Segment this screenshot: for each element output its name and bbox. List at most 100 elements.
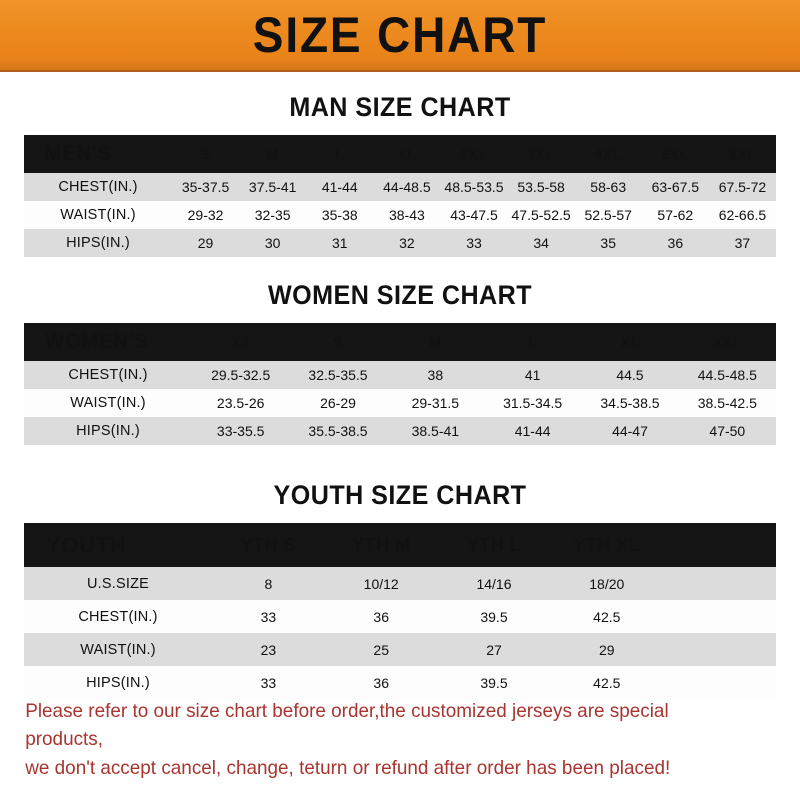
women-column-header: M (429, 334, 442, 350)
youth-column-header-spacer (663, 523, 776, 567)
youth-cell: 10/12 (363, 575, 399, 592)
table-row: U.S.SIZE 8 10/12 14/16 18/20 (24, 567, 776, 600)
youth-cell: 36 (373, 608, 389, 625)
man-column-header: 4XL (594, 146, 622, 162)
table-row: WAIST(IN.) 29-32 32-35 35-38 38-43 43-47… (24, 201, 776, 229)
man-cell: 38-43 (388, 207, 425, 223)
man-column-header: L (335, 146, 345, 162)
man-cell: 48.5-53.5 (444, 179, 504, 195)
youth-row-label: CHEST(IN.) (78, 608, 158, 625)
man-column-header: 2XL (460, 146, 488, 162)
man-cell: 52.5-57 (584, 207, 632, 223)
women-cell: 44.5-48.5 (697, 367, 757, 383)
women-cell: 44-47 (612, 423, 648, 439)
youth-cell: 23 (260, 641, 277, 658)
women-cell: 23.5-26 (216, 395, 265, 411)
youth-cell: 42.5 (593, 674, 621, 691)
women-cell: 33-35.5 (216, 423, 265, 439)
man-cell: 31 (331, 235, 348, 251)
man-cell: 30 (264, 235, 281, 251)
man-size-table-wrapper: MEN'S S M L XL 2XL 3XL 4XL 5XL 6XL CHEST… (24, 135, 776, 257)
women-size-table: WOMEN'S XS S M L XL XXL CHEST(IN.) 29.5-… (24, 323, 776, 445)
women-row-label: HIPS(IN.) (76, 423, 140, 439)
youth-cell: 18/20 (589, 575, 625, 592)
man-cell: 53.5-58 (517, 179, 565, 195)
women-cell: 38 (427, 367, 444, 383)
man-row-label: CHEST(IN.) (58, 179, 138, 195)
youth-table-header-row: YOUTH YTH S YTH M YTH L YTH XL (24, 523, 776, 567)
women-cell: 29-31.5 (411, 395, 460, 411)
man-column-header: XL (397, 146, 417, 162)
page-banner: SIZE CHART (0, 0, 800, 72)
youth-cell-spacer (663, 567, 776, 600)
women-size-table-wrapper: WOMEN'S XS S M L XL XXL CHEST(IN.) 29.5-… (24, 323, 776, 445)
women-cell: 41-44 (514, 423, 551, 439)
women-cell: 38.5-42.5 (697, 395, 757, 411)
man-table-header-row: MEN'S S M L XL 2XL 3XL 4XL 5XL 6XL (24, 135, 776, 173)
youth-cell: 27 (486, 641, 502, 658)
man-cell: 62-66.5 (718, 207, 767, 223)
youth-size-table-wrapper: YOUTH YTH S YTH M YTH L YTH XL U.S.SIZE … (24, 523, 776, 699)
man-size-table: MEN'S S M L XL 2XL 3XL 4XL 5XL 6XL CHEST… (24, 135, 776, 257)
women-cell: 41 (524, 367, 541, 383)
youth-row-label: HIPS(IN.) (86, 674, 150, 691)
man-cell: 58-63 (590, 179, 627, 195)
man-cell: 29-32 (187, 207, 224, 223)
women-section-title: WOMEN SIZE CHART (267, 280, 533, 310)
man-cell: 35 (600, 235, 616, 251)
women-row-label: WAIST(IN.) (70, 395, 146, 411)
youth-column-header: YTH L (466, 534, 522, 555)
youth-cell: 29 (599, 641, 615, 658)
table-row: HIPS(IN.) 29 30 31 32 33 34 35 36 37 (24, 229, 776, 257)
man-column-header: 6XL (728, 146, 757, 162)
women-corner-label: WOMEN'S (45, 330, 149, 353)
man-row-label: HIPS(IN.) (66, 235, 130, 251)
man-column-header: 5XL (661, 146, 689, 162)
table-row: CHEST(IN.) 29.5-32.5 32.5-35.5 38 41 44.… (24, 361, 776, 389)
youth-corner-label: YOUTH (45, 531, 128, 558)
man-row-label: WAIST(IN.) (60, 207, 136, 223)
man-cell: 47.5-52.5 (511, 207, 571, 223)
table-row: CHEST(IN.) 33 36 39.5 42.5 (24, 600, 776, 633)
disclaimer-line-2: we don't accept cancel, change, teturn o… (25, 756, 671, 779)
page-title: SIZE CHART (252, 7, 548, 63)
youth-cell: 14/16 (476, 575, 512, 592)
disclaimer-line-1: Please refer to our size chart before or… (25, 700, 669, 751)
table-row: CHEST(IN.) 35-37.5 37.5-41 41-44 44-48.5… (24, 173, 776, 201)
man-cell: 41-44 (321, 179, 358, 195)
table-row: HIPS(IN.) 33 36 39.5 42.5 (24, 666, 776, 699)
youth-cell: 39.5 (480, 674, 508, 691)
man-column-header: S (200, 146, 211, 162)
youth-column-header: YTH S (240, 534, 297, 555)
youth-cell: 39.5 (480, 608, 508, 625)
youth-cell: 33 (260, 674, 277, 691)
man-cell: 34 (533, 235, 549, 251)
man-cell: 57-62 (657, 207, 694, 223)
women-column-header: XXL (712, 334, 742, 350)
table-row: HIPS(IN.) 33-35.5 35.5-38.5 38.5-41 41-4… (24, 417, 776, 445)
man-cell: 35-38 (321, 207, 358, 223)
women-column-header: L (528, 334, 538, 350)
youth-cell-spacer (663, 666, 776, 699)
youth-cell: 8 (264, 575, 273, 592)
youth-section-title: YOUTH SIZE CHART (273, 480, 527, 510)
women-cell: 26-29 (320, 395, 356, 411)
women-cell: 34.5-38.5 (600, 395, 660, 411)
man-cell: 32-35 (254, 207, 291, 223)
man-cell: 43-47.5 (450, 207, 498, 223)
table-row: WAIST(IN.) 23 25 27 29 (24, 633, 776, 666)
disclaimer-note: Please refer to our size chart before or… (0, 697, 776, 782)
youth-cell: 42.5 (593, 608, 621, 625)
man-cell: 37.5-41 (248, 179, 297, 195)
youth-row-label: WAIST(IN.) (80, 641, 156, 658)
youth-size-table: YOUTH YTH S YTH M YTH L YTH XL U.S.SIZE … (24, 523, 776, 699)
women-cell: 29.5-32.5 (211, 367, 271, 383)
women-cell: 32.5-35.5 (308, 367, 368, 383)
women-row-label: CHEST(IN.) (68, 367, 148, 383)
youth-cell-spacer (663, 633, 776, 666)
youth-cell: 25 (373, 641, 389, 658)
man-cell: 32 (399, 235, 415, 251)
man-corner-label: MEN'S (44, 142, 112, 165)
man-cell: 63-67.5 (651, 179, 700, 195)
women-cell: 44.5 (616, 367, 644, 383)
